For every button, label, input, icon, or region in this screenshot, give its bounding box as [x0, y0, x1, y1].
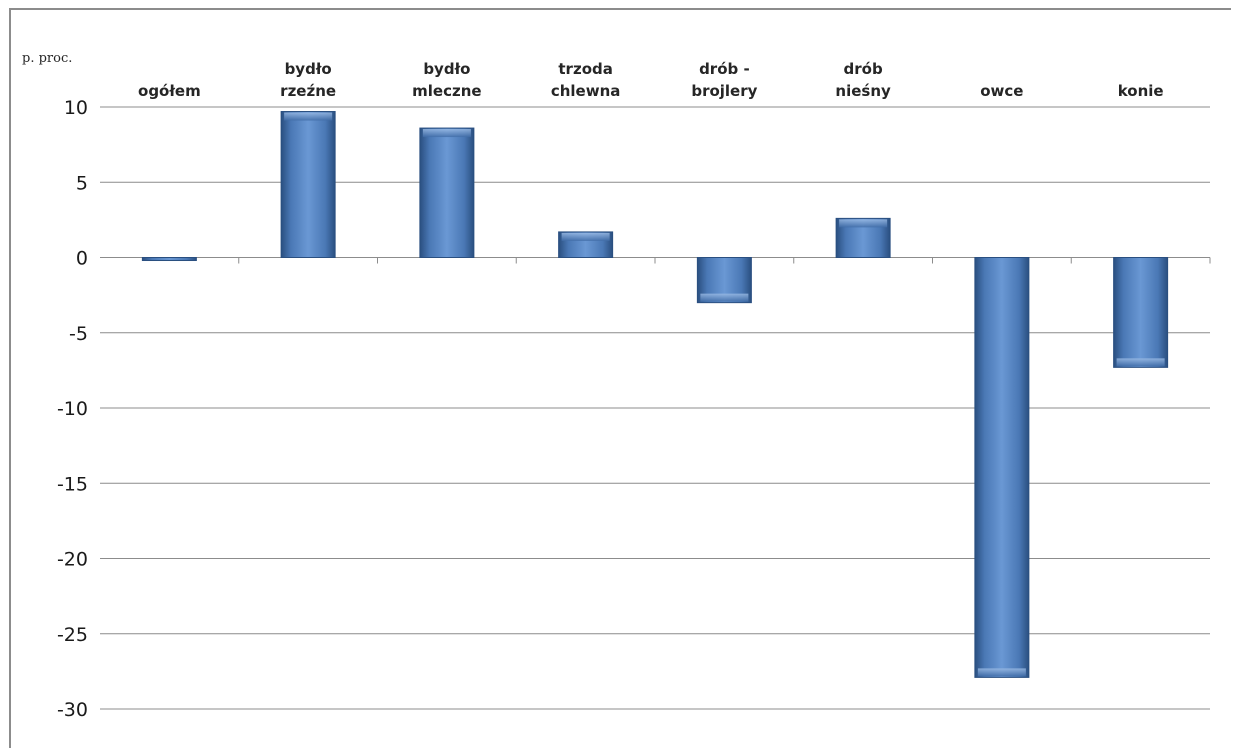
category-label: ogółem: [138, 82, 201, 100]
y-tick-label: -20: [57, 549, 88, 571]
bar-body: [141, 257, 197, 262]
category-label: drób -: [699, 60, 750, 78]
category-label: drób: [844, 60, 883, 78]
category-label: trzoda: [558, 60, 612, 78]
bar: [280, 111, 336, 258]
bar-bevel: [700, 293, 749, 302]
category-label: owce: [980, 82, 1023, 100]
category-label: nieśny: [835, 82, 891, 100]
y-tick-label: 5: [76, 172, 88, 194]
y-tick-label: -30: [57, 699, 88, 721]
category-label: rzeźne: [280, 82, 336, 100]
category-label: brojlery: [691, 82, 757, 100]
bar: [835, 217, 891, 258]
bar: [1113, 257, 1169, 368]
category-label: mleczne: [412, 82, 481, 100]
y-axis-unit-label: p. proc.: [22, 51, 72, 66]
bar: [974, 257, 1030, 678]
bar-body: [419, 127, 475, 258]
y-tick-label: -15: [57, 473, 88, 495]
y-tick-label: 10: [64, 97, 88, 119]
bar-bevel: [561, 232, 610, 241]
chart-frame: [9, 8, 1231, 748]
category-label: bydło: [423, 60, 470, 78]
bar-body: [974, 257, 1030, 678]
category-label: konie: [1118, 82, 1164, 100]
bar-body: [280, 111, 336, 258]
bar-bevel: [284, 112, 333, 121]
y-tick-labels: 10 5 0 -5 -10 -15 -20 -25 -30: [57, 97, 88, 721]
gridlines: [100, 106, 1210, 710]
y-tick-label: -25: [57, 624, 88, 646]
bar-bevel: [977, 668, 1026, 677]
bar: [696, 257, 752, 304]
y-tick-label: -5: [69, 323, 88, 345]
bars: [141, 111, 1169, 678]
category-label: bydło: [285, 60, 332, 78]
y-tick-label: -10: [57, 398, 88, 420]
bar: [558, 231, 614, 258]
bar: [141, 257, 197, 262]
bar-body: [1113, 257, 1169, 368]
y-tick-label: 0: [76, 248, 88, 270]
category-label: chlewna: [551, 82, 621, 100]
bar: [419, 127, 475, 258]
bar-bevel: [839, 219, 888, 228]
category-labels: ogółem bydło rzeźne bydło mleczne trzoda chlew…: [138, 60, 1164, 100]
x-tick-marks: [238, 257, 1211, 264]
bar-bevel: [422, 129, 471, 138]
bar-bevel: [1116, 358, 1165, 367]
